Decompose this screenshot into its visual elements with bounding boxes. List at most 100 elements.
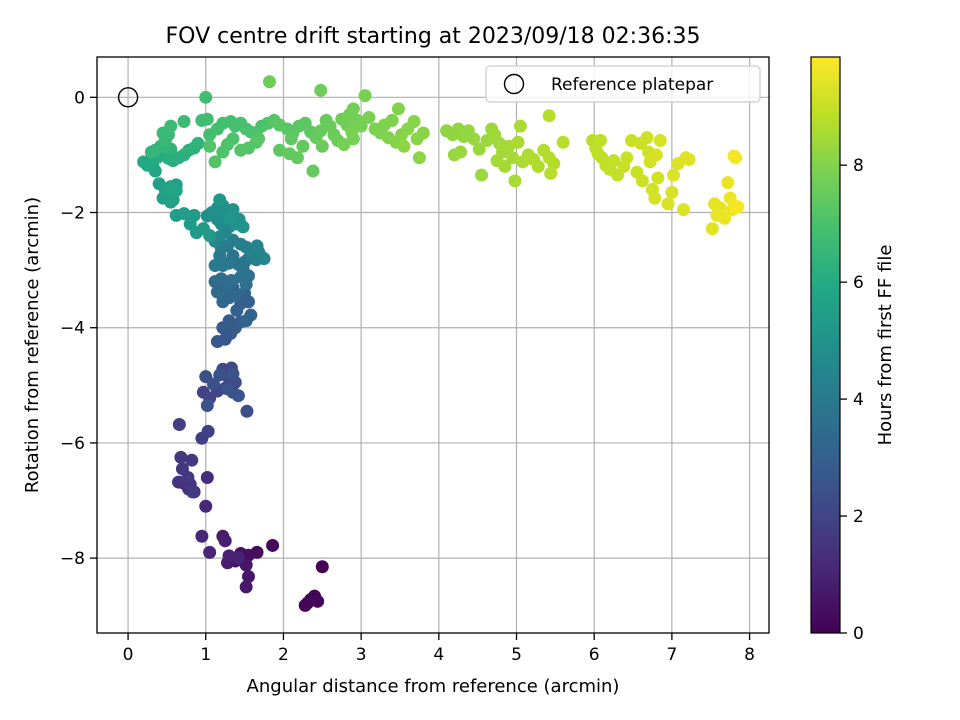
legend-marker-open-circle bbox=[503, 73, 525, 95]
data-point bbox=[385, 113, 399, 127]
data-point bbox=[250, 239, 264, 253]
data-point bbox=[262, 75, 276, 89]
data-point bbox=[412, 151, 426, 165]
y-tick-label: −6 bbox=[60, 434, 85, 454]
x-tick-label: 6 bbox=[589, 645, 600, 665]
data-point bbox=[467, 132, 481, 146]
x-axis-ticks: 0 1 2 3 4 5 6 7 8 bbox=[123, 633, 755, 665]
data-point bbox=[705, 222, 719, 236]
data-point bbox=[407, 115, 421, 129]
data-point bbox=[651, 171, 665, 185]
data-point bbox=[556, 135, 570, 149]
data-point bbox=[200, 209, 214, 223]
colorbar-ticks: 0 2 4 6 8 bbox=[840, 156, 864, 644]
data-point bbox=[306, 164, 320, 178]
data-point bbox=[210, 285, 224, 299]
y-tick-label: −2 bbox=[60, 204, 85, 224]
y-tick-label: −8 bbox=[60, 549, 85, 569]
data-point bbox=[185, 453, 199, 467]
data-point bbox=[542, 109, 556, 123]
data-point bbox=[358, 89, 372, 103]
data-point bbox=[314, 83, 328, 97]
data-point bbox=[177, 115, 191, 129]
data-point bbox=[240, 404, 254, 418]
x-tick-label: 4 bbox=[433, 645, 444, 665]
data-point bbox=[200, 470, 214, 484]
data-point bbox=[640, 131, 654, 145]
data-point bbox=[718, 211, 732, 225]
data-point bbox=[169, 184, 183, 198]
data-point bbox=[273, 143, 287, 157]
data-point bbox=[208, 155, 222, 169]
data-point bbox=[218, 534, 232, 548]
data-point bbox=[216, 295, 230, 309]
data-point bbox=[239, 580, 253, 594]
reference-marker bbox=[117, 87, 139, 108]
data-point bbox=[315, 139, 329, 153]
data-point bbox=[653, 134, 667, 148]
data-point bbox=[172, 417, 186, 431]
data-point bbox=[454, 145, 468, 159]
data-point bbox=[231, 551, 245, 565]
data-point bbox=[213, 193, 227, 207]
data-point bbox=[221, 382, 235, 396]
data-point bbox=[257, 252, 271, 266]
data-point bbox=[620, 151, 634, 165]
data-point bbox=[665, 185, 679, 199]
y-tick-label: 0 bbox=[74, 88, 85, 108]
data-point bbox=[513, 119, 527, 133]
x-tick-label: 5 bbox=[511, 645, 522, 665]
colorbar-tick-label: 0 bbox=[853, 624, 864, 644]
data-point bbox=[199, 90, 213, 104]
data-point bbox=[191, 136, 205, 150]
data-point bbox=[682, 153, 696, 167]
data-point bbox=[164, 119, 178, 133]
data-point bbox=[593, 134, 607, 148]
y-tick-label: −4 bbox=[60, 319, 85, 339]
colorbar-tick-label: 6 bbox=[853, 273, 864, 293]
plot-frame bbox=[96, 56, 770, 634]
data-point bbox=[362, 110, 376, 124]
data-point bbox=[729, 151, 743, 165]
data-point bbox=[397, 139, 411, 153]
colorbar-tick-label: 8 bbox=[853, 156, 864, 176]
data-point bbox=[203, 545, 217, 559]
data-point bbox=[713, 201, 727, 215]
x-axis-label: Angular distance from reference (arcmin) bbox=[247, 676, 620, 697]
data-point bbox=[498, 159, 512, 173]
data-point bbox=[252, 132, 266, 146]
x-tick-label: 8 bbox=[744, 645, 755, 665]
colorbar-tick-label: 4 bbox=[853, 390, 864, 410]
data-point bbox=[216, 145, 230, 159]
data-point bbox=[186, 485, 200, 499]
data-point bbox=[547, 157, 561, 171]
data-point bbox=[222, 211, 236, 225]
data-point bbox=[199, 499, 213, 513]
data-point bbox=[416, 126, 430, 140]
data-point bbox=[391, 102, 405, 116]
data-point bbox=[475, 168, 489, 182]
legend-box bbox=[485, 65, 761, 103]
data-point bbox=[337, 138, 351, 152]
data-point bbox=[203, 229, 217, 243]
data-point bbox=[208, 259, 222, 273]
data-point bbox=[721, 176, 735, 190]
data-point bbox=[290, 151, 304, 165]
colorbar-label: Hours from first FF file bbox=[875, 245, 896, 446]
data-point bbox=[181, 470, 195, 484]
y-axis-ticks: 0 −2 −4 −6 −8 bbox=[60, 88, 97, 569]
data-points bbox=[137, 75, 745, 612]
data-point bbox=[649, 148, 663, 162]
reference-platepar-point bbox=[117, 87, 139, 108]
data-point bbox=[231, 389, 245, 403]
data-point bbox=[731, 200, 745, 214]
data-point bbox=[241, 570, 255, 584]
data-point bbox=[207, 377, 221, 391]
y-axis-label: Rotation from reference (arcmin) bbox=[22, 197, 43, 493]
data-point bbox=[144, 145, 158, 159]
data-point bbox=[607, 154, 621, 168]
data-point bbox=[661, 197, 675, 211]
data-point bbox=[345, 125, 359, 139]
data-point bbox=[239, 314, 253, 328]
